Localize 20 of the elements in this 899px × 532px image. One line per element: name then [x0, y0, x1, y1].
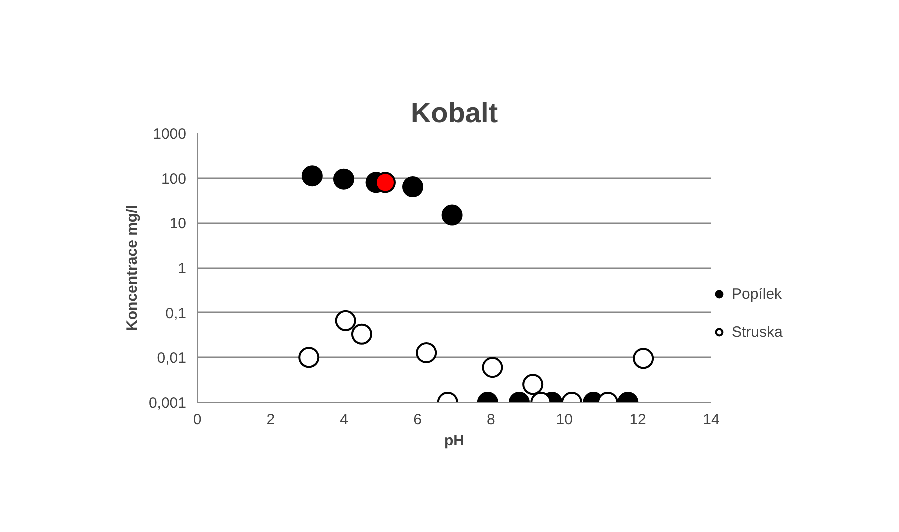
x-axis-title: pH [444, 432, 464, 450]
y-axis-title: Koncentrace mg/l [124, 205, 141, 331]
x-tick-label: 8 [487, 412, 496, 428]
y-tick-label: 0,01 [157, 350, 187, 368]
x-tick-label: 0 [193, 412, 202, 428]
legend-label: Popílek [732, 286, 784, 302]
y-tick-label: 10 [170, 216, 187, 233]
x-tick-label: 4 [340, 412, 349, 428]
chart-title: Kobalt [410, 98, 498, 128]
y-tick-label: 0,1 [166, 305, 187, 322]
y-tick-label: 1000 [153, 126, 187, 143]
x-tick-label: 10 [556, 412, 573, 428]
x-tick-label: 6 [414, 412, 422, 428]
y-tick-label: 100 [161, 170, 187, 188]
y-tick-label: 0,001 [148, 395, 187, 412]
x-tick-label: 12 [630, 412, 646, 428]
x-tick-label: 14 [703, 412, 720, 428]
y-tick-label: 1 [178, 260, 186, 278]
x-tick-label: 2 [266, 412, 276, 428]
legend-label: Struska [732, 324, 784, 340]
